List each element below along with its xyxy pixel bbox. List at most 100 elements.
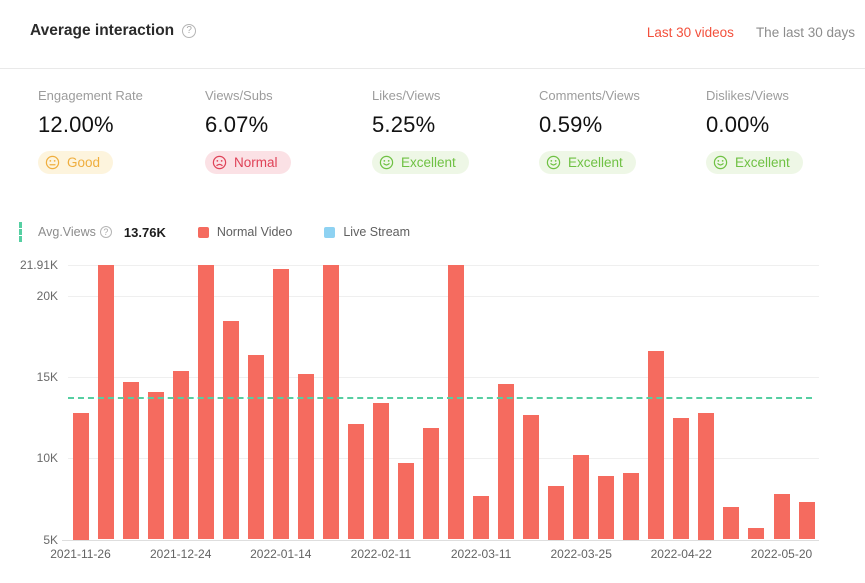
chart-bar[interactable] [272,268,289,540]
x-axis-tick-label: 2022-04-22 [650,546,712,561]
rating-badge: Excellent [372,151,469,174]
chart-legend: Avg.Views ? 13.76K Normal Video Live Str… [19,221,410,243]
gridline [68,296,819,298]
x-axis-tick-label: 2021-11-26 [50,546,111,561]
chart-bar[interactable] [72,413,89,540]
legend-item-label: Normal Video [216,225,293,239]
chart-bar[interactable] [372,403,389,540]
chart-bar[interactable] [172,370,189,540]
metric-card: Views/Subs 6.07% Normal [205,88,372,175]
neutral-face-icon [45,155,60,170]
chart-bar[interactable] [122,382,139,540]
page-title: Average interaction [30,22,175,39]
metric-label: Likes/Views [372,88,441,103]
metrics-row: Engagement Rate 12.00% Good Views/Subs 6… [38,88,865,175]
chart-bar[interactable] [548,486,565,540]
chart-bar[interactable] [723,507,740,540]
chart-bar[interactable] [498,383,515,540]
y-axis-tick-label: 10K [36,451,58,466]
metric-label: Dislikes/Views [706,88,789,103]
chart-bar[interactable] [448,265,464,540]
legend-item-normal-video[interactable]: Normal Video [197,225,293,239]
chart-bar[interactable] [322,265,339,540]
chart-bar[interactable] [623,473,640,540]
chart-bar[interactable] [147,391,164,540]
tab-last-30-videos[interactable]: Last 30 videos [646,25,734,40]
gridline [68,458,819,460]
x-axis-tick-label: 2022-03-25 [550,546,612,561]
x-axis-line [62,539,819,541]
y-axis-tick-label: 5K [43,532,58,547]
y-axis-tick-label: 20K [36,289,58,304]
metric-value: 12.00% [38,112,114,137]
rating-badge: Normal [205,151,291,174]
rating-badge: Excellent [539,151,636,174]
chart-bar[interactable] [297,374,314,540]
chart-bar[interactable] [748,528,765,540]
avg-views-help-icon[interactable]: ? [99,226,112,238]
period-tabs: Last 30 videos The last 30 days [647,25,855,40]
legend-item-live-stream[interactable]: Live Stream [324,225,410,239]
metric-label: Comments/Views [539,88,640,103]
metric-card: Likes/Views 5.25% Excellent [372,88,539,175]
gridline [68,377,819,379]
x-axis-tick-label: 2022-02-11 [350,546,412,561]
rating-label: Excellent [735,155,790,170]
chart-bar[interactable] [598,476,615,540]
chart-bar[interactable] [398,463,414,540]
views-bar-chart: 21.91K 20K 15K 10K 5K 2021-11-26 2021-12-24 202… [0,250,865,570]
happy-face-icon [546,155,561,170]
chart-bar[interactable] [573,455,590,540]
happy-face-icon [713,155,728,170]
gridline [68,265,819,267]
metric-value: 5.25% [372,112,436,137]
normal-video-swatch-icon [197,226,209,238]
tab-last-30-days[interactable]: The last 30 days [755,25,855,40]
metric-value: 0.00% [706,112,770,137]
avg-views-label: Avg.Views [38,225,96,239]
legend-item-label: Live Stream [343,225,411,239]
avg-views-value: 13.76K [123,224,166,240]
chart-bar[interactable] [197,265,214,540]
chart-bar[interactable] [798,502,815,540]
rating-badge: Excellent [706,151,803,174]
chart-bar[interactable] [773,494,790,540]
chart-bar[interactable] [222,320,239,540]
x-axis-tick-label: 2022-03-11 [450,546,512,561]
metric-card: Dislikes/Views 0.00% Excellent [706,88,865,175]
header: Average interaction ? [30,22,197,40]
chart-bar[interactable] [648,351,665,540]
chart-bar[interactable] [473,495,490,540]
metric-label: Views/Subs [205,88,273,103]
rating-badge: Good [38,151,114,174]
y-axis-tick-label: 21.91K [19,258,58,273]
live-stream-swatch-icon [324,226,336,238]
metric-card: Engagement Rate 12.00% Good [38,88,205,175]
metric-value: 0.59% [539,112,603,137]
average-views-line [68,396,812,399]
metric-card: Comments/Views 0.59% Excellent [539,88,706,175]
metric-value: 6.07% [205,112,269,137]
rating-label: Normal [234,155,278,170]
rating-label: Excellent [401,155,456,170]
x-axis-tick-label: 2022-01-14 [250,546,312,561]
chart-bar[interactable] [247,354,264,540]
chart-bar[interactable] [423,427,439,540]
chart-bar[interactable] [523,414,540,540]
chart-bar[interactable] [347,424,364,540]
title-help-icon[interactable]: ? [182,24,197,38]
header-divider [0,68,865,69]
x-axis-tick-label: 2021-12-24 [149,546,212,561]
rating-label: Excellent [568,155,623,170]
y-axis-tick-label: 15K [36,370,58,385]
happy-face-icon [379,155,394,170]
rating-label: Good [67,155,101,170]
metric-label: Engagement Rate [38,88,143,103]
sad-face-icon [212,155,227,170]
chart-bar[interactable] [698,413,715,540]
chart-bar[interactable] [97,265,114,540]
chart-bar[interactable] [673,417,690,540]
avg-line-legend-mark-icon[interactable] [19,222,22,242]
x-axis-tick-label: 2022-05-20 [750,546,813,561]
